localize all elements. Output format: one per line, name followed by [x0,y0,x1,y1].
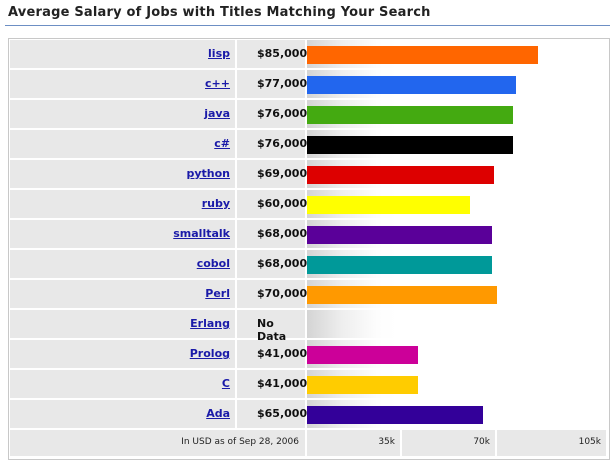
value-label: $76,000 [257,107,308,120]
value-label: $77,000 [257,77,308,90]
bar [307,166,494,184]
category-link[interactable]: Prolog [189,347,230,360]
bar [307,106,513,124]
value-cell: $41,000 [237,340,308,368]
bar [307,76,516,94]
category-cell: ruby [10,190,235,218]
category-link[interactable]: java [204,107,230,120]
tick-cell-1: 35k [307,430,400,456]
value-cell: $76,000 [237,130,308,158]
value-cell: $70,000 [237,280,308,308]
category-cell: Ada [10,400,235,428]
chart-title: Average Salary of Jobs with Titles Match… [8,5,431,20]
category-link[interactable]: Erlang [190,317,230,330]
value-label: $85,000 [257,47,308,60]
value-label: No Data [257,317,287,343]
value-cell: No Data [237,310,305,343]
value-label: $68,000 [257,227,308,240]
bar [307,136,513,154]
category-cell: java [10,100,235,128]
value-label: $70,000 [257,287,308,300]
category-cell: python [10,160,235,188]
value-cell: $68,000 [237,220,308,248]
category-link[interactable]: smalltalk [173,227,230,240]
value-cell: $77,000 [237,70,308,98]
category-link[interactable]: python [186,167,230,180]
title-divider [5,25,610,26]
category-cell: Prolog [10,340,235,368]
bar-track [307,370,606,398]
value-label: $68,000 [257,257,308,270]
bar [307,46,538,64]
bar-track [307,340,606,368]
value-label: $69,000 [257,167,308,180]
bar [307,346,418,364]
category-link[interactable]: cobol [196,257,230,270]
category-cell: smalltalk [10,220,235,248]
bar-track [307,220,606,248]
category-cell: C [10,370,235,398]
bar-track [307,40,606,68]
value-label: $60,000 [257,197,308,210]
category-link[interactable]: ruby [201,197,230,210]
x-tick-label: 105k [578,437,601,447]
bar-track [307,100,606,128]
bar [307,226,492,244]
bar-track [307,250,606,278]
bar-track [307,160,606,188]
category-link[interactable]: Ada [206,407,230,420]
value-label: $41,000 [257,377,308,390]
value-cell: $69,000 [237,160,308,188]
value-cell: $85,000 [237,40,308,68]
category-cell: Erlang [10,310,235,338]
tick-cell-3: 105k [497,430,606,456]
bar [307,286,497,304]
bar-track [307,280,606,308]
category-link[interactable]: lisp [208,47,230,60]
category-cell: lisp [10,40,235,68]
value-cell: $76,000 [237,100,308,128]
bar-track [307,190,606,218]
bar-track [307,130,606,158]
category-cell: Perl [10,280,235,308]
category-cell: c# [10,130,235,158]
bar [307,256,492,274]
bar-track [307,70,606,98]
value-label: $41,000 [257,347,308,360]
footer-note-cell: In USD as of Sep 28, 2006 [10,430,305,456]
category-link[interactable]: c# [214,137,230,150]
bar [307,376,418,394]
value-label: $76,000 [257,137,308,150]
value-cell: $41,000 [237,370,308,398]
category-link[interactable]: C [221,377,230,390]
x-tick-label: 70k [473,437,490,447]
value-label: $65,000 [257,407,308,420]
bar [307,196,470,214]
bar-track [307,310,606,338]
category-link[interactable]: Perl [205,287,230,300]
bar [307,406,483,424]
value-cell: $65,000 [237,400,308,428]
category-cell: c++ [10,70,235,98]
value-cell: $60,000 [237,190,308,218]
category-cell: cobol [10,250,235,278]
bar-track [307,400,606,428]
x-tick-label: 35k [378,437,395,447]
footer-note: In USD as of Sep 28, 2006 [181,437,299,447]
tick-cell-2: 70k [402,430,495,456]
value-cell: $68,000 [237,250,308,278]
category-link[interactable]: c++ [205,77,230,90]
